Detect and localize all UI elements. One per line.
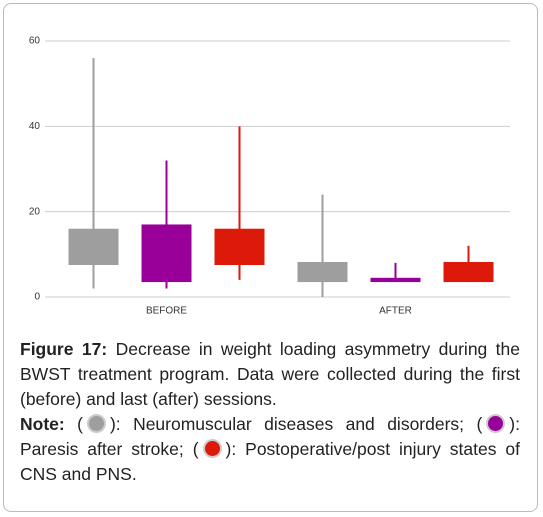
y-tick-label: 20 — [29, 206, 41, 217]
y-tick-label: 60 — [29, 36, 41, 47]
legend-text: Paresis after stroke; — [20, 439, 184, 459]
paren-open: ( — [77, 414, 83, 434]
caption: Figure 17: Decrease in weight loading as… — [20, 337, 520, 487]
note-items: (): Neuromuscular diseases and disorders… — [20, 414, 520, 484]
legend-dot — [486, 414, 506, 433]
paren-close: ): — [509, 414, 520, 434]
note-label: Note: — [20, 414, 65, 434]
legend-dot — [202, 439, 222, 458]
caption-text: Decrease in weight loading asymmetry dur… — [20, 339, 521, 409]
chart: 0 20 40 60 BEFORE AFTER — [29, 36, 510, 317]
legend-dot — [86, 414, 106, 433]
box — [141, 224, 192, 283]
legend-text: Neuromuscular diseases and disorders; — [133, 414, 465, 434]
caption-label: Figure 17: — [20, 339, 108, 359]
paren-open: ( — [476, 414, 483, 434]
box — [214, 228, 265, 265]
box — [68, 228, 119, 265]
frame — [3, 3, 538, 512]
paren-close: ): — [225, 439, 237, 459]
x-tick-label: AFTER — [379, 306, 412, 317]
y-tick-label: 40 — [29, 121, 41, 132]
y-tick-label: 0 — [34, 292, 40, 303]
box — [297, 262, 348, 283]
x-tick-label: BEFORE — [146, 306, 187, 317]
legend-text: Postoperative/post injury states of CNS … — [20, 439, 520, 484]
paren-close: ): — [109, 414, 121, 434]
box — [370, 277, 421, 283]
box — [443, 262, 494, 283]
paren-open: ( — [192, 439, 199, 459]
